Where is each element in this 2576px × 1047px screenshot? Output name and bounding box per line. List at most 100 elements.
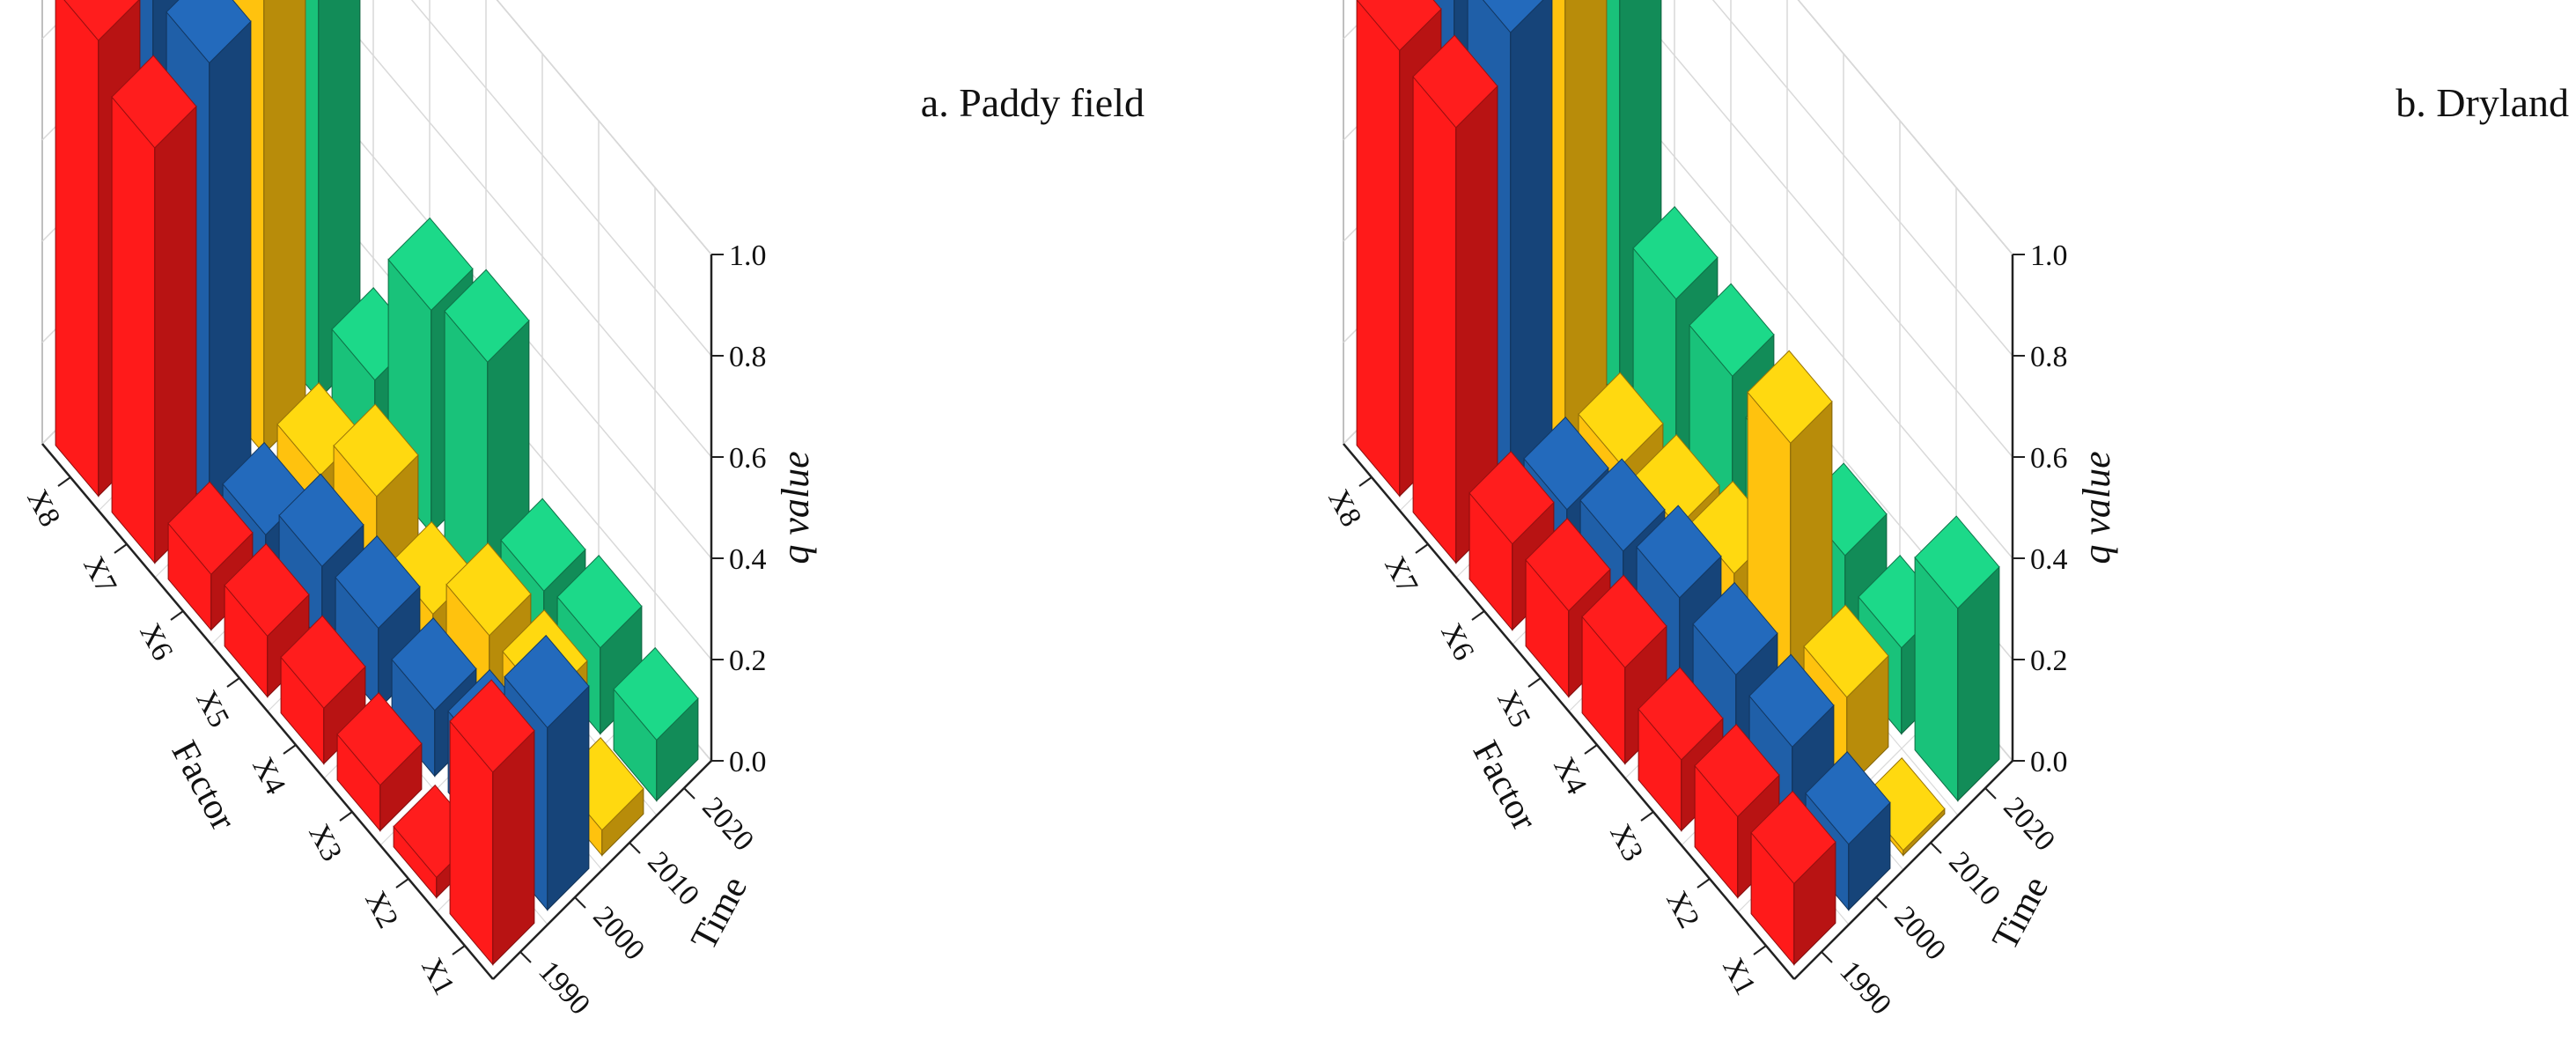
bar-x1-2020 [613,646,699,802]
factor-axis-title: Factor [164,734,244,837]
factor-tick-label: X8 [20,484,66,532]
factor-tick-label: X5 [189,685,235,733]
factor-tick-label: X1 [415,953,460,1000]
bar-face-top [1468,451,1555,545]
bar-x2-2020 [556,555,643,735]
bar-face-side [154,105,197,564]
q-tick-label: 0.4 [2030,543,2068,576]
grid-line [1797,0,2013,255]
bar-face-top [1523,417,1609,511]
bar-face-side [1510,0,1553,510]
time-tick-label: 2020 [1997,791,2061,857]
factor-tick [114,543,128,554]
time-tick-label: 2010 [1942,845,2006,911]
factor-tick-label: X2 [1660,886,1705,933]
q-tick-label: 0.8 [2030,341,2068,373]
bar-face-top [1748,653,1835,748]
bar-face-front [1356,0,1401,498]
time-tick [519,951,532,963]
factor-tick-label: X1 [1716,953,1762,1000]
bar-x4-1990 [280,615,366,765]
bar-face-side [209,20,252,510]
bar-face-top [63,0,140,41]
factor-tick [1753,945,1767,955]
factor-axis-line [1343,443,1795,980]
bar-face-top [613,646,699,741]
bar-face-top [1636,505,1722,599]
factor-tick [1358,476,1373,487]
bar-face-top [387,217,474,312]
factor-tick-label: X2 [358,886,404,933]
time-tick-label: 2000 [1888,900,1952,966]
bar-x1-2020 [1914,515,2000,802]
time-tick [574,896,586,909]
factor-tick [226,677,240,688]
bar-face-top [391,617,477,712]
time-tick [1984,787,1997,800]
factor-tick [170,610,184,621]
q-axis-title: q value [774,451,817,564]
bar-face-top [1692,581,1778,676]
bar-face-top [167,481,254,575]
bar-face-top [336,692,423,786]
time-axis-line [1793,760,2013,980]
bar-face-top [500,498,586,592]
factor-tick [452,945,466,955]
factor-tick-label: X3 [1603,819,1649,866]
q-tick-label: 1.0 [2030,240,2068,272]
bars [1356,0,2000,966]
bars [55,0,699,966]
time-tick [1875,896,1888,909]
factor-tick [1527,677,1542,688]
q-axis-title: q value [2075,451,2118,564]
bar-face-top [1581,574,1667,668]
time-axis-line [492,760,712,980]
q-tick-label: 0.2 [2030,645,2068,677]
factor-tick [1696,878,1711,888]
q-tick-label: 0.4 [729,543,767,576]
q-tick-label: 0.0 [729,746,767,778]
bar-face-top [1638,667,1724,761]
factor-tick [1584,744,1598,755]
bar-face-top [504,634,590,729]
factor-tick [339,811,353,822]
bar-x7-1990 [111,55,197,564]
bar-face-front [111,95,156,564]
grid-line [1343,0,2013,357]
factor-tick-label: X6 [1434,618,1480,666]
bar-face-top [224,542,310,638]
factor-axis-title: Factor [1465,734,1545,837]
bar-face-top [1803,604,1889,698]
bar-face-top [1914,515,2000,609]
bar-x7-1990 [1412,34,1498,564]
time-tick-label: 1990 [1833,955,1897,1021]
q-tick-label: 0.6 [729,442,767,475]
q-tick-label: 0.2 [729,645,767,677]
bar-face-top [1694,723,1780,818]
factor-tick-label: X3 [302,819,348,866]
time-tick [1930,842,1942,854]
bar-x1-1990 [1750,790,1836,966]
factor-axis-line [41,443,494,980]
factor-tick-label: X5 [1490,685,1536,733]
bar-face-top [1579,458,1666,552]
bar-face-top [556,555,643,649]
time-tick [1821,951,1833,963]
factor-tick-label: X6 [133,618,179,666]
time-tick [629,842,641,854]
bar-x5-1990 [224,542,310,698]
factor-tick-label: X7 [77,551,122,599]
bar-face-top [1805,751,1891,845]
grid-line [496,0,712,255]
factor-tick-label: X7 [1378,551,1424,599]
bar-face-top [278,473,364,567]
bar-face-top [280,615,366,709]
bar-x6-1990 [167,481,254,631]
factor-tick [1640,811,1654,822]
bar-x1-1990 [449,679,535,966]
